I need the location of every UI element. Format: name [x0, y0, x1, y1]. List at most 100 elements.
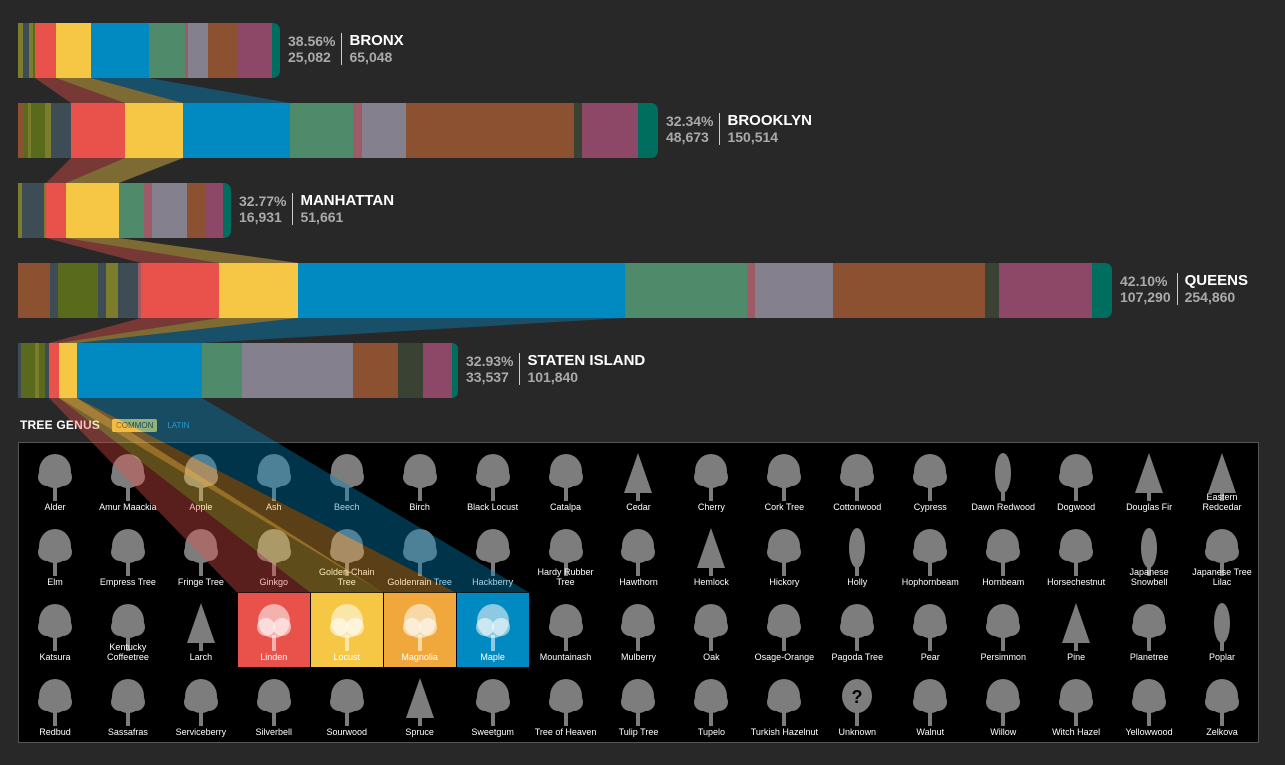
- genus-dawn-redwood[interactable]: Dawn Redwood: [967, 443, 1040, 517]
- genus-linden[interactable]: Linden: [237, 593, 310, 667]
- common-name-toggle[interactable]: COMMON: [112, 418, 158, 432]
- genus-oak[interactable]: Oak: [675, 593, 748, 667]
- segment-olive[interactable]: [28, 103, 31, 158]
- genus-sweetgum[interactable]: Sweetgum: [456, 668, 529, 742]
- segment-olive[interactable]: [29, 23, 33, 78]
- genus-beech[interactable]: Beech: [310, 443, 383, 517]
- segment-darkolive[interactable]: [39, 343, 45, 398]
- genus-mulberry[interactable]: Mulberry: [602, 593, 675, 667]
- genus-cottonwood[interactable]: Cottonwood: [821, 443, 894, 517]
- segment-green[interactable]: [625, 263, 747, 318]
- segment-grey[interactable]: [755, 263, 833, 318]
- segment-rose[interactable]: [185, 23, 188, 78]
- segment-olive[interactable]: [106, 263, 118, 318]
- segment-grey[interactable]: [362, 103, 406, 158]
- genus-spruce[interactable]: Spruce: [383, 668, 456, 742]
- segment-darkolive[interactable]: [31, 103, 45, 158]
- segment-red[interactable]: [49, 343, 59, 398]
- segment-darkolive[interactable]: [21, 343, 35, 398]
- genus-persimmon[interactable]: Persimmon: [967, 593, 1040, 667]
- segment-teal[interactable]: [223, 183, 231, 238]
- segment-slate[interactable]: [22, 183, 44, 238]
- genus-empress-tree[interactable]: Empress Tree: [91, 518, 164, 592]
- segment-rose[interactable]: [138, 263, 141, 318]
- genus-ginkgo[interactable]: Ginkgo: [237, 518, 310, 592]
- genus-poplar[interactable]: Poplar: [1186, 593, 1258, 667]
- genus-walnut[interactable]: Walnut: [894, 668, 967, 742]
- genus-planetree[interactable]: Planetree: [1113, 593, 1186, 667]
- genus-birch[interactable]: Birch: [383, 443, 456, 517]
- genus-apple[interactable]: Apple: [164, 443, 237, 517]
- segment-olive[interactable]: [35, 343, 39, 398]
- genus-tree-of-heaven[interactable]: Tree of Heaven: [529, 668, 602, 742]
- genus-pagoda-tree[interactable]: Pagoda Tree: [821, 593, 894, 667]
- genus-hemlock[interactable]: Hemlock: [675, 518, 748, 592]
- segment-slate[interactable]: [45, 343, 49, 398]
- segment-darkgreen[interactable]: [985, 263, 999, 318]
- segment-red[interactable]: [141, 263, 219, 318]
- segment-olive[interactable]: [45, 103, 51, 158]
- genus-locust[interactable]: Locust: [310, 593, 383, 667]
- segment-rose[interactable]: [353, 103, 362, 158]
- genus-witch-hazel[interactable]: Witch Hazel: [1040, 668, 1113, 742]
- segment-green[interactable]: [119, 183, 144, 238]
- segment-blue[interactable]: [183, 103, 290, 158]
- segment-brown[interactable]: [187, 183, 206, 238]
- genus-sassafras[interactable]: Sassafras: [91, 668, 164, 742]
- genus-maple[interactable]: Maple: [456, 593, 529, 667]
- segment-green[interactable]: [149, 23, 185, 78]
- segment-blue[interactable]: [91, 23, 149, 78]
- segment-brown[interactable]: [839, 263, 985, 318]
- genus-katsura[interactable]: Katsura: [19, 593, 91, 667]
- segment-rose[interactable]: [747, 263, 755, 318]
- segment-teal[interactable]: [272, 23, 280, 78]
- segment-plum[interactable]: [238, 23, 272, 78]
- genus-japanese-snowbell[interactable]: Japanese Snowbell: [1113, 518, 1186, 592]
- bar-staten-island[interactable]: [18, 343, 458, 398]
- segment-darkgreen[interactable]: [574, 103, 582, 158]
- segment-plum[interactable]: [999, 263, 1092, 318]
- genus-goldenrain-tree[interactable]: Goldenrain Tree: [383, 518, 456, 592]
- genus-unknown[interactable]: ? Unknown: [821, 668, 894, 742]
- genus-black-locust[interactable]: Black Locust: [456, 443, 529, 517]
- genus-eastern-redcedar[interactable]: Eastern Redcedar: [1186, 443, 1258, 517]
- genus-hornbeam[interactable]: Hornbeam: [967, 518, 1040, 592]
- segment-plum[interactable]: [423, 343, 452, 398]
- genus-ash[interactable]: Ash: [237, 443, 310, 517]
- segment-rose[interactable]: [144, 183, 152, 238]
- segment-teal[interactable]: [1092, 263, 1112, 318]
- genus-elm[interactable]: Elm: [19, 518, 91, 592]
- genus-kentucky-coffeetree[interactable]: Kentucky Coffeetree: [91, 593, 164, 667]
- segment-yellow[interactable]: [125, 103, 183, 158]
- genus-hawthorn[interactable]: Hawthorn: [602, 518, 675, 592]
- segment-brown[interactable]: [208, 23, 238, 78]
- genus-holly[interactable]: Holly: [821, 518, 894, 592]
- genus-douglas-fir[interactable]: Douglas Fir: [1113, 443, 1186, 517]
- genus-cork-tree[interactable]: Cork Tree: [748, 443, 821, 517]
- segment-green[interactable]: [290, 103, 353, 158]
- segment-yellow[interactable]: [219, 263, 298, 318]
- genus-hardy-rubber-tree[interactable]: Hardy Rubber Tree: [529, 518, 602, 592]
- bar-brooklyn[interactable]: [18, 103, 658, 158]
- segment-grey[interactable]: [188, 23, 208, 78]
- segment-darkgreen[interactable]: [398, 343, 423, 398]
- bar-queens[interactable]: [18, 263, 1112, 318]
- segment-olive[interactable]: [18, 183, 22, 238]
- genus-tupelo[interactable]: Tupelo: [675, 668, 748, 742]
- genus-alder[interactable]: Alder: [19, 443, 91, 517]
- segment-slate[interactable]: [23, 23, 29, 78]
- genus-fringe-tree[interactable]: Fringe Tree: [164, 518, 237, 592]
- segment-red[interactable]: [35, 23, 56, 78]
- genus-japanese-tree-lilac[interactable]: Japanese Tree Lilac: [1186, 518, 1258, 592]
- segment-darkolive[interactable]: [33, 23, 35, 78]
- segment-slate[interactable]: [18, 343, 21, 398]
- segment-yellow[interactable]: [66, 183, 119, 238]
- segment-darkolive[interactable]: [24, 103, 28, 158]
- segment-blue[interactable]: [77, 343, 202, 398]
- segment-grey[interactable]: [242, 343, 353, 398]
- segment-yellow[interactable]: [59, 343, 77, 398]
- segment-red[interactable]: [71, 103, 125, 158]
- segment-brown[interactable]: [18, 103, 24, 158]
- genus-willow[interactable]: Willow: [967, 668, 1040, 742]
- segment-blue[interactable]: [298, 263, 625, 318]
